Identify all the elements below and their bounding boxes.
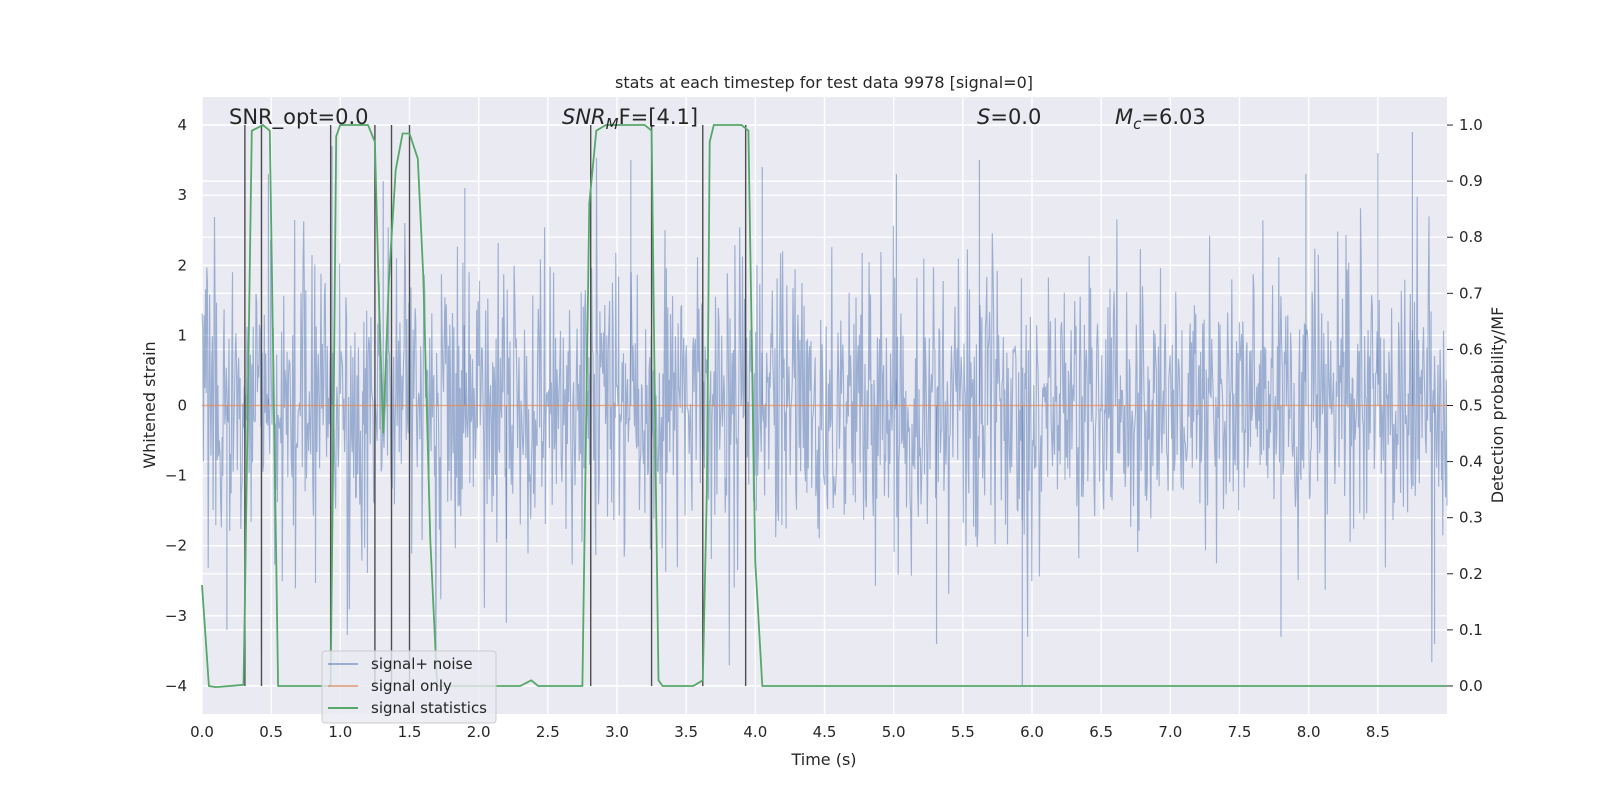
y-tick-label-right: 0.6	[1459, 340, 1483, 358]
y-tick-label-right: 0.9	[1459, 172, 1483, 190]
y-tick-label-right: 0.8	[1459, 228, 1483, 246]
y-tick-label-left: −2	[165, 537, 187, 555]
series-signal-statistics	[201, 123, 1447, 689]
x-tick-label: 4.0	[743, 723, 767, 741]
x-tick-label: 0.0	[190, 723, 214, 741]
legend-label-signal-noise: signal+ noise	[371, 655, 473, 673]
x-tick-label: 3.5	[674, 723, 698, 741]
axis-ticks: 0.0 0.5 1.0 1.5 2.0 2.5 3.0 3.5 4.0 4.5 5.0 5.5 6.0 6…	[165, 116, 1483, 741]
y-tick-label-right: 0.7	[1459, 284, 1483, 302]
y-tick-label-right: 0.4	[1459, 453, 1483, 471]
x-tick-label: 3.0	[605, 723, 629, 741]
x-tick-label: 1.0	[328, 723, 352, 741]
snr-mf-sub: M	[606, 115, 619, 133]
x-tick-label: 7.5	[1228, 723, 1252, 741]
mc-rest: =6.03	[1141, 105, 1205, 129]
x-tick-label: 8.5	[1366, 723, 1390, 741]
x-axis-label: Time (s)	[790, 750, 856, 769]
x-tick-label: 8.0	[1297, 723, 1321, 741]
legend-label-signal-only: signal only	[371, 677, 452, 695]
s-italic: S	[977, 105, 990, 129]
y-tick-label-left: 1	[177, 326, 187, 344]
y-tick-label-left: −3	[165, 607, 187, 625]
y-tick-label-right: 1.0	[1459, 116, 1483, 134]
x-tick-label: 0.5	[259, 723, 283, 741]
x-tick-label: 2.0	[467, 723, 491, 741]
y-axis-label-right: Detection probability/MF	[1488, 307, 1507, 504]
y-tick-label-left: 3	[177, 186, 187, 204]
x-tick-label: 2.5	[536, 723, 560, 741]
snr-mf-base: SNR	[562, 105, 606, 129]
legend: signal+ noise signal only signal statist…	[321, 650, 497, 724]
snr-mf-rest: F=[4.1]	[619, 105, 698, 129]
x-tick-label: 7.0	[1158, 723, 1182, 741]
y-tick-label-left: −1	[165, 467, 187, 485]
x-tick-label: 1.5	[398, 723, 422, 741]
x-tick-label: 5.0	[882, 723, 906, 741]
chart-title: stats at each timestep for test data 997…	[615, 73, 1033, 92]
annotation-s: S=0.0	[977, 105, 1041, 129]
x-tick-label: 4.5	[813, 723, 837, 741]
legend-label-signal-statistics: signal statistics	[371, 699, 487, 717]
y-tick-label-right: 0.2	[1459, 565, 1483, 583]
annotation-snr-opt: SNR_opt=0.0	[229, 105, 369, 130]
x-tick-label: 5.5	[951, 723, 975, 741]
y-tick-label-right: 0.3	[1459, 509, 1483, 527]
mc-sub: c	[1133, 115, 1142, 133]
y-tick-label-right: 0.5	[1459, 397, 1483, 415]
annotation-snr-mf: SNRMF=[4.1]	[562, 105, 698, 133]
annotation-mc: Mc=6.03	[1115, 105, 1206, 133]
vertical-markers	[244, 125, 747, 686]
x-tick-label: 6.0	[1020, 723, 1044, 741]
mc-base: M	[1115, 105, 1133, 129]
y-tick-label-left: 0	[177, 397, 187, 415]
x-tick-label: 6.5	[1089, 723, 1113, 741]
s-rest: =0.0	[990, 105, 1041, 129]
y-tick-label-right: 0.1	[1459, 621, 1483, 639]
y-tick-label-left: −4	[165, 677, 187, 695]
signal-statistics-line	[201, 123, 1447, 689]
legend-box	[321, 650, 497, 724]
y-axis-label-left: Whitened strain	[140, 341, 159, 468]
y-tick-label-right: 0.0	[1459, 677, 1483, 695]
y-tick-label-left: 4	[177, 116, 187, 134]
y-tick-label-left: 2	[177, 256, 187, 274]
